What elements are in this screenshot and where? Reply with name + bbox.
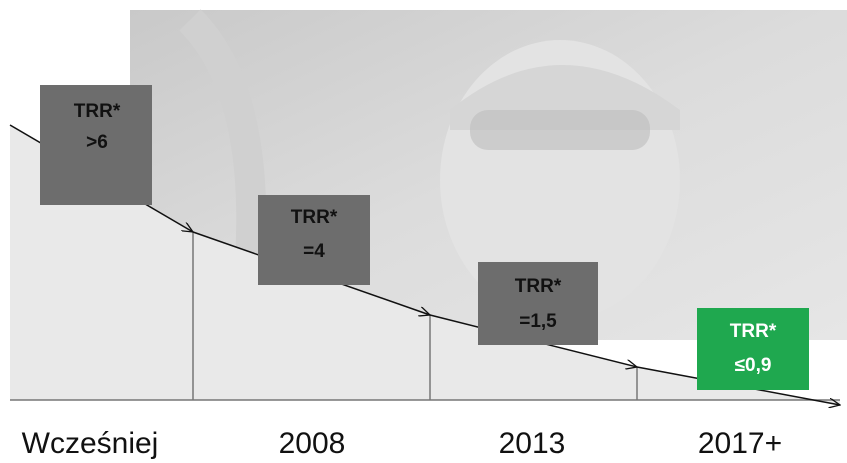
box-value: ≤0,9 bbox=[735, 355, 772, 376]
box-value: >6 bbox=[86, 132, 108, 153]
period-label: 2008 bbox=[279, 427, 346, 460]
box-label: TRR* bbox=[515, 276, 562, 297]
step-box bbox=[258, 195, 370, 285]
period-label: 2013 bbox=[499, 427, 566, 460]
step-box bbox=[478, 262, 598, 345]
area bbox=[10, 125, 840, 405]
dividers bbox=[192, 232, 638, 400]
box-value: =4 bbox=[303, 241, 325, 262]
step-box bbox=[40, 85, 152, 205]
step-box-highlight bbox=[697, 308, 809, 390]
box-label: TRR* bbox=[291, 207, 338, 228]
period-label: 2017+ bbox=[698, 427, 782, 460]
box-value: =1,5 bbox=[519, 311, 557, 332]
period-label: Wcześniej bbox=[22, 427, 159, 460]
box-label: TRR* bbox=[730, 321, 777, 342]
box-label: TRR* bbox=[74, 101, 121, 122]
